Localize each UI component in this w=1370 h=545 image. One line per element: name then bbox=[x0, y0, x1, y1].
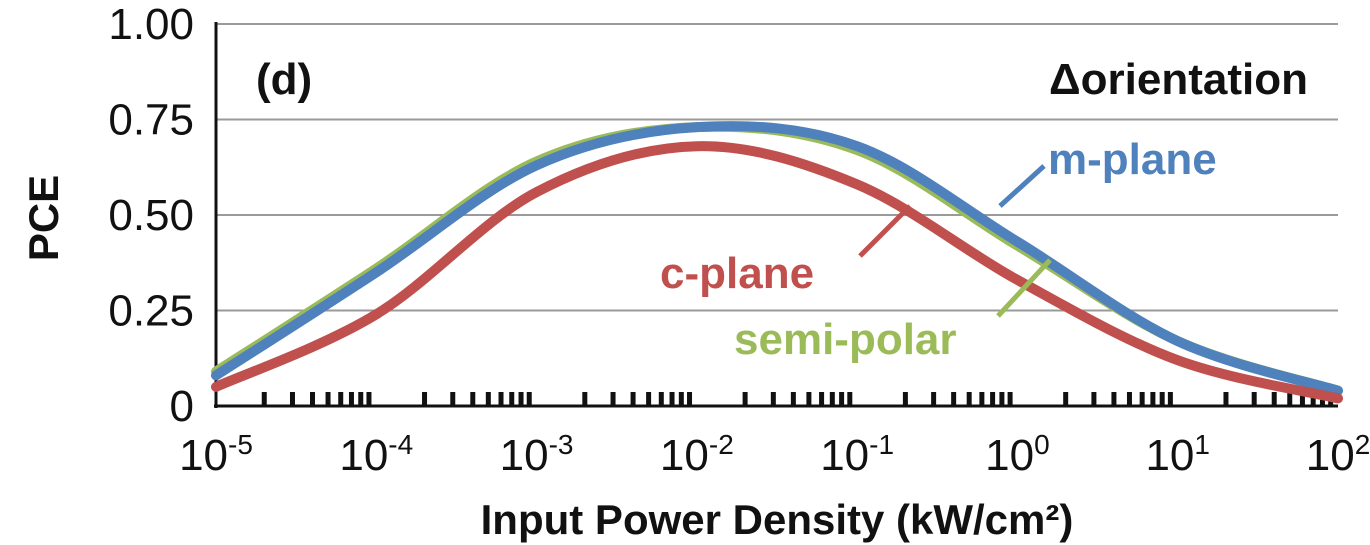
minor-tick bbox=[1271, 392, 1277, 406]
x-tick-label: 102 bbox=[1306, 429, 1370, 480]
y-tick-label: 0.25 bbox=[108, 287, 194, 336]
minor-tick bbox=[646, 392, 652, 406]
minor-tick bbox=[1310, 392, 1316, 406]
minor-ticks bbox=[261, 392, 1334, 406]
series-labels: semi-polar m-plane c-plane bbox=[660, 135, 1217, 364]
minor-tick bbox=[261, 392, 267, 406]
minor-tick bbox=[1063, 392, 1069, 406]
minor-tick bbox=[658, 392, 664, 406]
minor-tick bbox=[348, 392, 354, 406]
minor-tick bbox=[806, 392, 812, 406]
x-tick-label: 10-4 bbox=[339, 429, 413, 480]
x-tick-label: 100 bbox=[985, 429, 1050, 480]
minor-tick bbox=[1167, 392, 1173, 406]
minor-tick bbox=[847, 392, 853, 406]
minor-tick bbox=[610, 392, 616, 406]
x-tick-label: 10-5 bbox=[179, 429, 253, 480]
minor-tick bbox=[687, 392, 693, 406]
minor-tick bbox=[1111, 392, 1117, 406]
minor-tick bbox=[1287, 392, 1293, 406]
minor-tick bbox=[289, 392, 295, 406]
minor-tick bbox=[1150, 392, 1156, 406]
minor-tick bbox=[819, 392, 825, 406]
x-tick-label: 10-1 bbox=[820, 429, 894, 480]
minor-tick bbox=[518, 392, 524, 406]
minor-tick bbox=[630, 392, 636, 406]
minor-tick bbox=[999, 392, 1005, 406]
minor-tick bbox=[1159, 392, 1165, 406]
y-tick-label: 0 bbox=[170, 382, 194, 431]
minor-tick bbox=[966, 392, 972, 406]
leader-line-c-plane bbox=[858, 204, 912, 258]
minor-tick bbox=[1251, 392, 1257, 406]
minor-tick bbox=[1126, 392, 1132, 406]
minor-tick bbox=[422, 392, 428, 406]
grid-lines bbox=[216, 23, 1338, 312]
minor-tick bbox=[790, 392, 796, 406]
minor-tick bbox=[770, 392, 776, 406]
minor-tick bbox=[470, 392, 476, 406]
minor-tick bbox=[669, 392, 675, 406]
x-axis-label: Input Power Density (kW/cm²) bbox=[481, 496, 1074, 543]
minor-tick bbox=[325, 392, 331, 406]
minor-tick bbox=[366, 392, 372, 406]
minor-tick bbox=[742, 392, 748, 406]
x-tick-label: 10-3 bbox=[500, 429, 574, 480]
series-label-semi-polar: semi-polar bbox=[734, 315, 957, 364]
annotation-label: Δorientation bbox=[1049, 55, 1308, 104]
leader-line-semi-polar bbox=[996, 258, 1052, 318]
series-layer bbox=[211, 121, 1343, 404]
y-tick-label: 1.00 bbox=[108, 0, 194, 49]
minor-tick bbox=[526, 392, 532, 406]
leader-line-m-plane bbox=[998, 164, 1046, 208]
series-label-c-plane: c-plane bbox=[660, 249, 814, 298]
minor-tick bbox=[509, 392, 515, 406]
minor-tick bbox=[498, 392, 504, 406]
panel-label: (d) bbox=[256, 55, 312, 104]
series-line-m-plane bbox=[211, 121, 1343, 396]
minor-tick bbox=[990, 392, 996, 406]
x-tick-label: 101 bbox=[1145, 429, 1210, 480]
series-line-c-plane bbox=[211, 141, 1343, 404]
minor-tick bbox=[450, 392, 456, 406]
x-tick-labels: 10-5 10-4 10-3 10-2 10-1 100 101 102 bbox=[179, 429, 1370, 480]
minor-tick bbox=[485, 392, 491, 406]
minor-tick bbox=[829, 392, 835, 406]
minor-tick bbox=[1007, 392, 1013, 406]
minor-tick bbox=[1223, 392, 1229, 406]
minor-tick bbox=[358, 392, 364, 406]
minor-tick bbox=[1299, 392, 1305, 406]
y-tick-labels: 0 0.25 0.50 0.75 1.00 bbox=[108, 0, 194, 431]
minor-tick bbox=[902, 392, 908, 406]
y-tick-label: 0.50 bbox=[108, 191, 194, 240]
minor-tick bbox=[839, 392, 845, 406]
x-tick-label: 10-2 bbox=[660, 429, 734, 480]
minor-tick bbox=[1139, 392, 1145, 406]
minor-tick bbox=[1091, 392, 1097, 406]
y-axis-label: PCE bbox=[20, 175, 67, 261]
minor-tick bbox=[951, 392, 957, 406]
minor-tick bbox=[931, 392, 937, 406]
minor-tick bbox=[582, 392, 588, 406]
minor-tick bbox=[678, 392, 684, 406]
minor-tick bbox=[979, 392, 985, 406]
series-label-m-plane: m-plane bbox=[1048, 135, 1217, 184]
minor-tick bbox=[338, 392, 344, 406]
y-tick-label: 0.75 bbox=[108, 96, 194, 145]
minor-tick bbox=[310, 392, 316, 406]
